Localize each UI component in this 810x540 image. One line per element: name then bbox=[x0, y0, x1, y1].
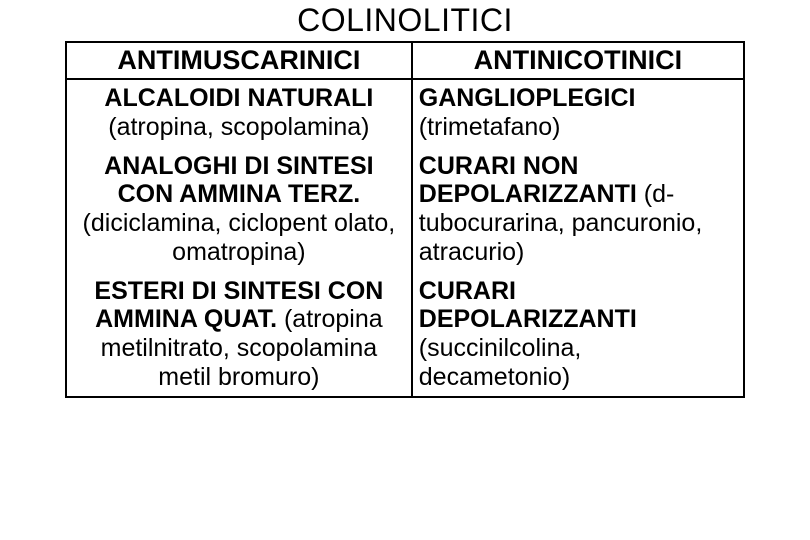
left-block-2-bold: ANALOGHI DI SINTESI CON AMMINA TERZ. bbox=[104, 152, 373, 209]
right-block-3-rest: (succinilcolina, decametonio) bbox=[419, 334, 582, 391]
left-block-1: ALCALOIDI NATURALI (atropina, scopolamin… bbox=[73, 84, 405, 142]
page-title: COLINOLITICI bbox=[65, 2, 745, 39]
header-antimuscarinici: ANTIMUSCARINICI bbox=[66, 42, 412, 79]
right-block-2-bold: CURARI NON DEPOLARIZZANTI bbox=[419, 152, 637, 209]
left-block-2-rest: (diciclamina, ciclopent olato, omatropin… bbox=[83, 209, 396, 266]
left-block-2: ANALOGHI DI SINTESI CON AMMINA TERZ. (di… bbox=[73, 152, 405, 267]
right-block-2: CURARI NON DEPOLARIZZANTI (d-tubocurarin… bbox=[419, 152, 737, 267]
cell-antinicotinici: GANGLIOPLEGICI (trimetafano) CURARI NON … bbox=[412, 79, 744, 397]
left-block-3: ESTERI DI SINTESI CON AMMINA QUAT. (atro… bbox=[73, 277, 405, 392]
right-block-1: GANGLIOPLEGICI (trimetafano) bbox=[419, 84, 737, 142]
left-block-1-bold: ALCALOIDI NATURALI bbox=[104, 84, 373, 112]
table-body-row: ALCALOIDI NATURALI (atropina, scopolamin… bbox=[66, 79, 744, 397]
table-header-row: ANTIMUSCARINICI ANTINICOTINICI bbox=[66, 42, 744, 79]
cell-antimuscarinici: ALCALOIDI NATURALI (atropina, scopolamin… bbox=[66, 79, 412, 397]
right-block-3-bold: CURARI DEPOLARIZZANTI bbox=[419, 277, 637, 334]
slide-container: COLINOLITICI ANTIMUSCARINICI ANTINICOTIN… bbox=[0, 0, 810, 398]
classification-table: ANTIMUSCARINICI ANTINICOTINICI ALCALOIDI… bbox=[65, 41, 745, 398]
right-block-3: CURARI DEPOLARIZZANTI (succinilcolina, d… bbox=[419, 277, 737, 392]
right-block-1-rest: (trimetafano) bbox=[419, 113, 561, 141]
header-antinicotinici: ANTINICOTINICI bbox=[412, 42, 744, 79]
right-block-1-bold: GANGLIOPLEGICI bbox=[419, 84, 636, 112]
left-block-1-rest: (atropina, scopolamina) bbox=[108, 113, 369, 141]
